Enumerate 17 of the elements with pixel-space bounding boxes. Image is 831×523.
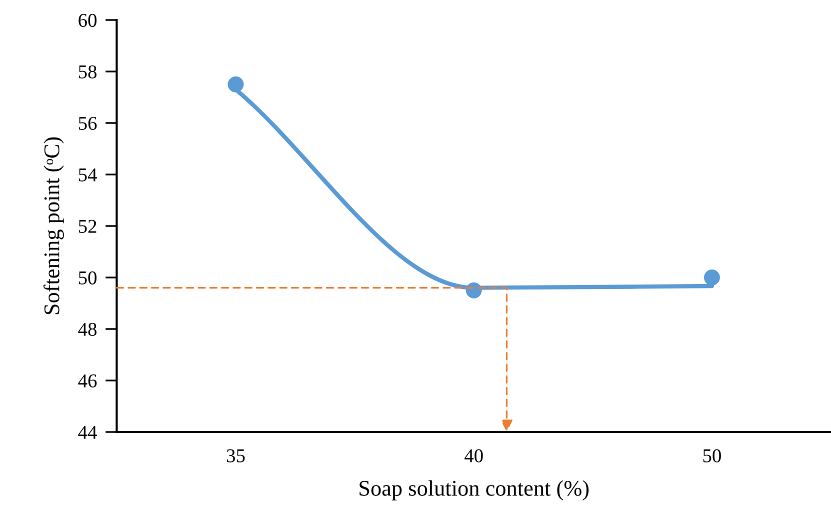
- x-tick-label: 35: [226, 449, 245, 462]
- x-tick-label: 50: [703, 449, 721, 462]
- point: [466, 282, 482, 298]
- y-tick-label: 44: [78, 426, 97, 439]
- y-tick-label: 50: [78, 271, 97, 284]
- point: [704, 270, 720, 286]
- y-tick-label: 46: [78, 374, 97, 388]
- point: [228, 76, 244, 92]
- x-axis-title: Soap solution content (%): [360, 480, 589, 500]
- y-tick-label: 52: [78, 220, 96, 233]
- y-tick-label: 60: [78, 14, 97, 27]
- y-tick-label: 48: [78, 322, 97, 336]
- y-tick-label: 58: [78, 65, 97, 78]
- y-axis-title: Softening point (ᵒC): [43, 137, 64, 314]
- y-tick-label: 54: [78, 168, 97, 182]
- y-tick-label: 56: [78, 116, 97, 130]
- x-tick-label: 40: [464, 449, 483, 462]
